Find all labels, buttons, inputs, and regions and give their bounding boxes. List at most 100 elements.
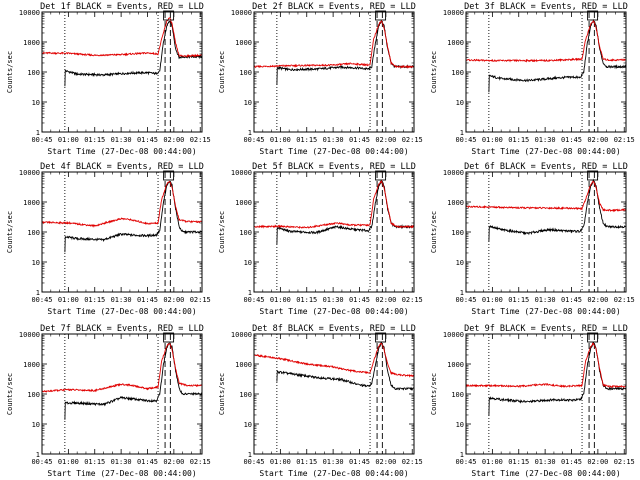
y-tick-label: 100 <box>451 69 464 77</box>
x-tick-label: 01:15 <box>296 296 317 304</box>
y-tick-label: 1 <box>248 129 252 137</box>
panel-title: Det 6f BLACK = Events, RED = LLD <box>464 162 628 172</box>
x-tick-label: 02:00 <box>163 136 184 144</box>
x-tick-label: 01:30 <box>323 458 344 466</box>
y-tick-label: 10 <box>32 99 40 107</box>
x-tick-label: 02:15 <box>402 136 423 144</box>
y-tick-label: 10 <box>456 259 464 267</box>
x-tick-label: 02:15 <box>402 296 423 304</box>
x-tick-label: 01:45 <box>137 136 158 144</box>
panel-title: Det 3f BLACK = Events, RED = LLD <box>464 2 628 12</box>
x-axis-label: Start Time (27-Dec-08 00:44:00) <box>259 469 408 478</box>
y-tick-label: 1 <box>248 289 252 297</box>
panel-det-9: Det 9f BLACK = Events, RED = LLD Counts/s… <box>430 324 635 478</box>
x-axis-label: Start Time (27-Dec-08 00:44:00) <box>471 147 620 156</box>
x-tick-label: 00:45 <box>455 296 476 304</box>
y-tick-label: 100 <box>239 391 252 399</box>
y-axis-label: Counts/sec <box>6 373 14 415</box>
y-tick-label: 1000 <box>447 39 464 47</box>
peak-marker-box <box>587 10 599 21</box>
y-axis-label: Counts/sec <box>430 373 438 415</box>
x-tick-label: 01:00 <box>270 458 291 466</box>
x-tick-label: 00:45 <box>31 296 52 304</box>
events-series-line <box>276 19 415 86</box>
x-tick-label: 00:45 <box>243 458 264 466</box>
events-series-line <box>276 179 415 245</box>
x-tick-label: 01:45 <box>137 458 158 466</box>
x-tick-label: 01:00 <box>482 458 503 466</box>
lld-series-line <box>41 180 203 228</box>
x-tick-label: 02:00 <box>375 296 396 304</box>
plot-frame <box>465 11 627 133</box>
x-axis-label: Start Time (27-Dec-08 00:44:00) <box>259 307 408 316</box>
x-tick-label: 02:00 <box>587 296 608 304</box>
events-series-line <box>64 20 203 87</box>
panel-title: Det 7f BLACK = Events, RED = LLD <box>40 324 204 334</box>
x-tick-label: 01:00 <box>58 458 79 466</box>
lld-series-line <box>41 17 203 59</box>
x-tick-label: 02:15 <box>614 136 635 144</box>
x-tick-label: 01:00 <box>482 296 503 304</box>
panel-title: Det 8f BLACK = Events, RED = LLD <box>252 324 416 334</box>
x-tick-label: 02:15 <box>190 296 211 304</box>
panel-title: Det 4f BLACK = Events, RED = LLD <box>40 162 204 172</box>
x-tick-label: 01:45 <box>349 296 370 304</box>
y-axis-label: Counts/sec <box>430 211 438 253</box>
x-tick-label: 02:00 <box>587 458 608 466</box>
y-tick-label: 1 <box>460 289 464 297</box>
panel-det-3: Det 3f BLACK = Events, RED = LLD Counts/s… <box>430 2 635 156</box>
y-tick-label: 10000 <box>231 9 252 17</box>
y-tick-label: 1000 <box>235 361 252 369</box>
peak-marker-box <box>375 332 387 343</box>
panel-det-6: Det 6f BLACK = Events, RED = LLD Counts/s… <box>430 162 635 316</box>
y-tick-label: 100 <box>451 391 464 399</box>
y-tick-label: 10000 <box>231 169 252 177</box>
y-tick-label: 1000 <box>447 199 464 207</box>
x-tick-label: 01:00 <box>270 296 291 304</box>
plot-frame <box>465 333 627 455</box>
x-tick-label: 01:30 <box>111 458 132 466</box>
y-tick-label: 1000 <box>235 199 252 207</box>
peak-marker-box <box>163 10 175 21</box>
x-tick-label: 01:45 <box>137 296 158 304</box>
plot-frame <box>253 171 415 293</box>
panel-det-4: Det 4f BLACK = Events, RED = LLD Counts/s… <box>6 162 211 316</box>
x-tick-label: 01:30 <box>111 136 132 144</box>
events-series-line <box>64 180 203 253</box>
x-axis-label: Start Time (27-Dec-08 00:44:00) <box>47 469 196 478</box>
y-axis-label: Counts/sec <box>218 51 226 93</box>
plot-frame <box>41 11 203 133</box>
peak-marker-box <box>587 170 599 181</box>
panel-title: Det 2f BLACK = Events, RED = LLD <box>252 2 416 12</box>
x-tick-label: 01:15 <box>508 296 529 304</box>
x-axis-label: Start Time (27-Dec-08 00:44:00) <box>471 307 620 316</box>
x-tick-label: 02:15 <box>190 136 211 144</box>
x-tick-label: 01:30 <box>535 296 556 304</box>
y-tick-label: 1000 <box>447 361 464 369</box>
y-axis-label: Counts/sec <box>218 211 226 253</box>
y-tick-label: 10 <box>244 99 252 107</box>
y-tick-label: 1 <box>36 451 40 459</box>
x-tick-label: 01:00 <box>270 136 291 144</box>
lld-series-line <box>465 19 627 63</box>
x-axis-label: Start Time (27-Dec-08 00:44:00) <box>259 147 408 156</box>
y-tick-label: 10000 <box>19 169 40 177</box>
y-tick-label: 1 <box>36 129 40 137</box>
events-series-line <box>276 341 415 391</box>
events-series-line <box>488 18 627 93</box>
lld-series-line <box>465 180 627 213</box>
y-axis-label: Counts/sec <box>6 51 14 93</box>
x-tick-label: 02:15 <box>614 296 635 304</box>
x-tick-label: 02:00 <box>587 136 608 144</box>
plot-frame <box>465 171 627 293</box>
peak-marker-box <box>163 332 175 343</box>
x-tick-label: 01:15 <box>508 458 529 466</box>
y-tick-label: 1 <box>248 451 252 459</box>
x-tick-label: 01:45 <box>349 136 370 144</box>
panel-title: Det 9f BLACK = Events, RED = LLD <box>464 324 628 334</box>
y-tick-label: 10000 <box>443 9 464 17</box>
x-tick-label: 02:00 <box>163 458 184 466</box>
y-tick-label: 10 <box>32 259 40 267</box>
peak-marker-box <box>375 170 387 181</box>
